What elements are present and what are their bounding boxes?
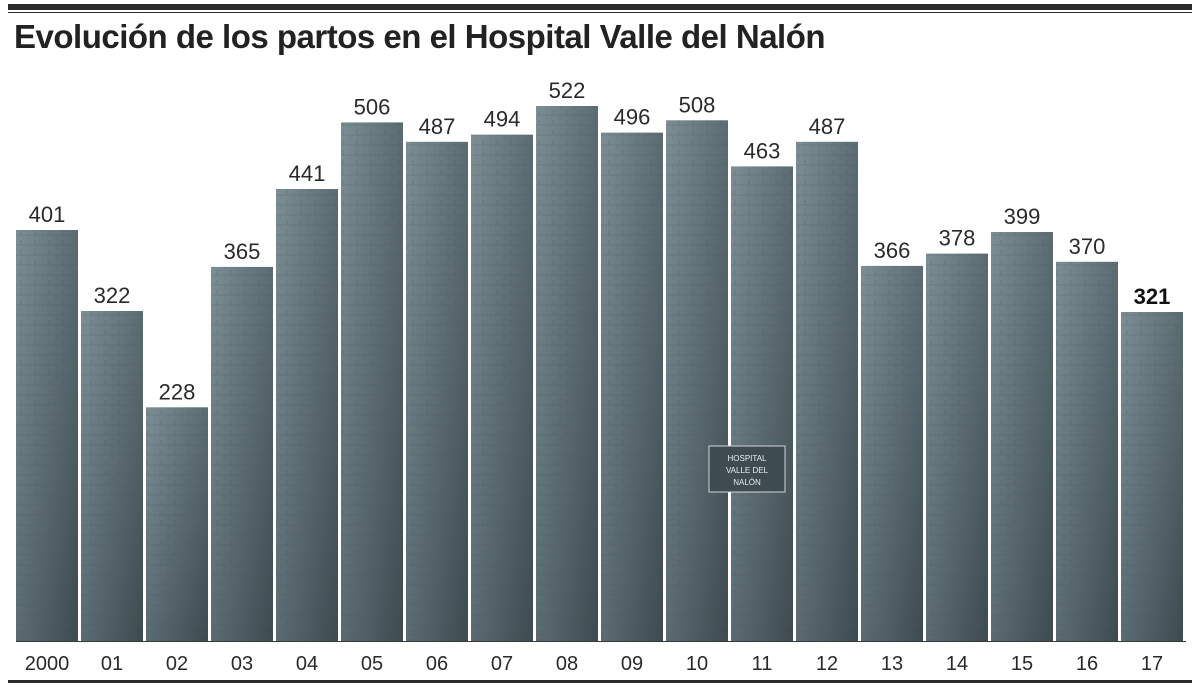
value-label-03: 365 bbox=[224, 239, 261, 264]
bar-texture bbox=[796, 141, 858, 642]
bar-06 bbox=[406, 141, 468, 642]
bar-02 bbox=[146, 407, 208, 641]
top-rule-thin bbox=[8, 12, 1192, 13]
x-tick-label-08: 08 bbox=[556, 653, 578, 675]
bar-texture bbox=[81, 311, 143, 641]
bar-texture bbox=[861, 265, 923, 641]
value-label-14: 378 bbox=[939, 226, 976, 251]
x-tick-label-12: 12 bbox=[816, 653, 838, 675]
bar-13 bbox=[861, 265, 923, 641]
bar-texture bbox=[991, 232, 1053, 641]
bar-texture bbox=[666, 120, 728, 642]
value-label-2000: 401 bbox=[29, 202, 66, 227]
bar-15 bbox=[991, 232, 1053, 641]
x-tick-label-09: 09 bbox=[621, 653, 643, 675]
bar-12 bbox=[796, 141, 858, 642]
x-tick-label-14: 14 bbox=[946, 653, 968, 675]
bar-04 bbox=[276, 189, 338, 641]
bar-16 bbox=[1056, 261, 1118, 641]
value-label-15: 399 bbox=[1004, 204, 1041, 229]
top-rule-thick bbox=[8, 4, 1192, 10]
bottom-rule bbox=[8, 680, 1192, 683]
value-label-02: 228 bbox=[159, 379, 196, 404]
value-label-12: 487 bbox=[809, 114, 846, 139]
bar-texture bbox=[16, 230, 78, 641]
bar-17 bbox=[1121, 312, 1183, 641]
bar-texture bbox=[471, 134, 533, 641]
value-label-16: 370 bbox=[1069, 234, 1106, 259]
x-tick-label-11: 11 bbox=[752, 653, 773, 675]
bar-2000 bbox=[16, 230, 78, 641]
bar-03 bbox=[211, 266, 273, 641]
value-label-05: 506 bbox=[354, 94, 391, 119]
bar-05 bbox=[341, 122, 403, 641]
bar-08 bbox=[536, 106, 598, 641]
value-label-10: 508 bbox=[679, 92, 716, 117]
bar-texture bbox=[536, 106, 598, 641]
x-tick-label-02: 02 bbox=[166, 653, 188, 675]
bar-texture bbox=[211, 266, 273, 641]
x-tick-label-06: 06 bbox=[426, 653, 448, 675]
x-tick-label-01: 01 bbox=[101, 653, 123, 675]
bar-10 bbox=[666, 120, 728, 642]
value-label-13: 366 bbox=[874, 238, 911, 263]
x-tick-label-03: 03 bbox=[231, 653, 253, 675]
bar-texture bbox=[926, 253, 988, 641]
x-tick-label-10: 10 bbox=[686, 653, 708, 675]
bar-11 bbox=[731, 166, 793, 641]
x-tick-label-15: 15 bbox=[1011, 653, 1033, 675]
bar-texture bbox=[731, 166, 793, 641]
bar-texture bbox=[601, 132, 663, 641]
x-tick-label-04: 04 bbox=[296, 653, 318, 675]
bar-texture bbox=[406, 141, 468, 642]
x-tick-label-16: 16 bbox=[1076, 653, 1098, 675]
bar-texture bbox=[341, 122, 403, 641]
bar-09 bbox=[601, 132, 663, 641]
x-tick-label-13: 13 bbox=[881, 653, 903, 675]
value-label-09: 496 bbox=[614, 105, 651, 130]
bar-14 bbox=[926, 253, 988, 641]
x-tick-label-2000: 2000 bbox=[25, 653, 70, 675]
bar-01 bbox=[81, 311, 143, 641]
bar-texture bbox=[1056, 261, 1118, 641]
hospital-sign: HOSPITAL VALLE DEL NALÓN bbox=[708, 445, 786, 493]
value-label-11: 463 bbox=[744, 138, 781, 163]
value-label-17: 321 bbox=[1134, 284, 1171, 309]
sign-line-3: NALÓN bbox=[733, 478, 761, 487]
bar-texture bbox=[146, 407, 208, 641]
x-tick-label-17: 17 bbox=[1141, 653, 1163, 675]
value-label-08: 522 bbox=[549, 78, 586, 103]
value-label-04: 441 bbox=[289, 161, 326, 186]
chart-title: Evolución de los partos en el Hospital V… bbox=[14, 18, 826, 55]
x-tick-label-05: 05 bbox=[361, 653, 383, 675]
bar-07 bbox=[471, 134, 533, 641]
sign-line-2: VALLE DEL bbox=[726, 466, 769, 475]
value-label-06: 487 bbox=[419, 114, 456, 139]
x-tick-label-07: 07 bbox=[491, 653, 513, 675]
bar-texture bbox=[1121, 312, 1183, 641]
sign-line-1: HOSPITAL bbox=[728, 454, 768, 463]
value-label-01: 322 bbox=[94, 283, 131, 308]
value-label-07: 494 bbox=[484, 107, 521, 132]
bar-texture bbox=[276, 189, 338, 641]
